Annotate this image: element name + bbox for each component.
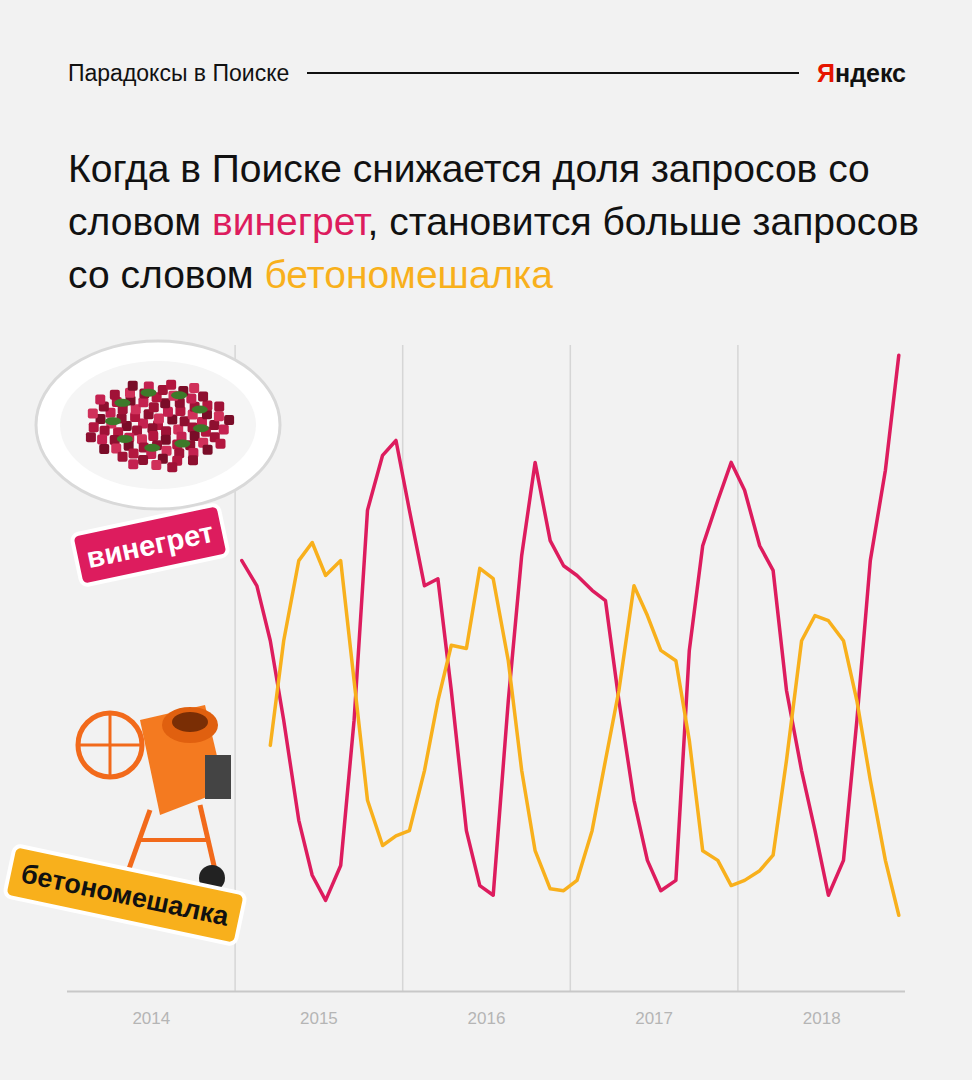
svg-text:2016: 2016 [468, 1009, 506, 1028]
svg-text:бетономешалка: бетономешалка [19, 858, 233, 931]
html-text:Парадоксы в Поиске: Парадоксы в Поиске [68, 59, 290, 86]
svg-text:2018: 2018 [803, 1009, 841, 1028]
svg-text:2015: 2015 [300, 1009, 338, 1028]
svg-text:винегрет: винегрет [84, 516, 217, 574]
html-text:Когда в Поиске снижается доля: Когда в Поиске снижается доля запросов с… [68, 147, 919, 296]
svg-text:2014: 2014 [132, 1009, 170, 1028]
html-text:Я ндекс: Я ндекс [817, 58, 906, 87]
svg-text:2017: 2017 [635, 1009, 673, 1028]
